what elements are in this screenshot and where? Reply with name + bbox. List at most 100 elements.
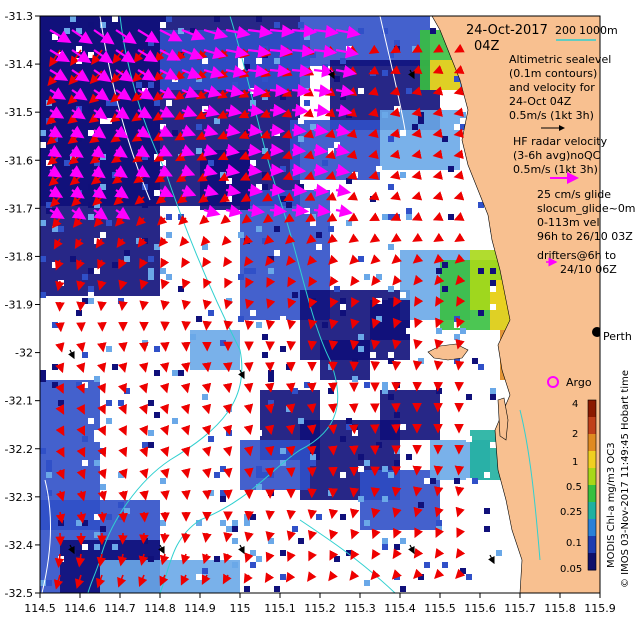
altimetry-arrow bbox=[414, 527, 424, 539]
colorbar-tick-2: 2 bbox=[572, 429, 578, 440]
altimetry-arrow bbox=[282, 150, 293, 160]
colorbar-tick-1: 1 bbox=[572, 457, 578, 468]
chl-pixel bbox=[238, 232, 244, 238]
altimetry-arrow bbox=[217, 130, 229, 140]
altimetry-arrow bbox=[76, 322, 86, 332]
chl-pixel bbox=[382, 544, 388, 550]
hf-radar-arrow bbox=[291, 64, 314, 78]
altimetry-arrow bbox=[222, 362, 233, 373]
chl-pixel bbox=[88, 292, 94, 298]
chl-pixel bbox=[82, 298, 88, 304]
chl-pixel bbox=[94, 352, 100, 358]
chl-pixel bbox=[196, 316, 202, 322]
altimetry-arrow bbox=[181, 446, 191, 457]
chl-pixel bbox=[256, 430, 262, 436]
chl-pixel bbox=[40, 220, 46, 226]
chl-pixel bbox=[88, 130, 94, 136]
hf-radar-arrow bbox=[203, 26, 229, 40]
altimetry-arrow bbox=[369, 233, 381, 243]
chl-pixel bbox=[292, 526, 298, 532]
altimetry-arrow bbox=[264, 445, 275, 457]
x-tick-label: 115.6 bbox=[464, 602, 496, 615]
altimetry-arrow bbox=[55, 280, 65, 292]
chl-pixel bbox=[82, 274, 88, 280]
chl-pixel bbox=[352, 376, 358, 382]
hf-radar-arrow bbox=[159, 67, 179, 80]
chl-pixel bbox=[388, 358, 394, 364]
colorbar-title: MODIS Chl-a mg/m3 OC3 bbox=[606, 442, 617, 568]
hf-radar-arrow bbox=[47, 144, 63, 158]
altimetry-arrow bbox=[222, 446, 233, 457]
hf-radar-arrow bbox=[291, 24, 318, 38]
chl-pixel bbox=[448, 214, 454, 220]
colorbar-segment bbox=[588, 485, 596, 503]
chl-pixel bbox=[232, 520, 238, 526]
altimetry-arrow bbox=[118, 341, 128, 353]
chl-pixel bbox=[88, 202, 94, 208]
hf-radar-arrow bbox=[291, 83, 311, 98]
altimetry-arrow bbox=[95, 237, 106, 249]
altimetry-arrow bbox=[327, 233, 338, 244]
altimetry-arrow bbox=[198, 193, 209, 203]
y-tick-label: -32.3 bbox=[5, 491, 33, 504]
chl-pixel bbox=[160, 22, 166, 28]
chl-pixel bbox=[154, 370, 160, 376]
altimetry-arrow bbox=[243, 445, 254, 457]
altimetry-arrow bbox=[97, 342, 107, 353]
chl-pixel bbox=[40, 142, 46, 148]
altimetry-arrow bbox=[350, 549, 360, 561]
hf-radar-arrow bbox=[91, 125, 107, 139]
altimetry-arrow bbox=[224, 277, 233, 289]
altimetry-arrow bbox=[97, 446, 107, 458]
altimetry-arrow bbox=[53, 238, 63, 250]
chl-pixel bbox=[190, 334, 196, 340]
chl-pixel bbox=[40, 376, 46, 382]
altimetry-arrow bbox=[412, 43, 423, 53]
altimetry-arrow bbox=[391, 486, 402, 497]
chl-pixel bbox=[214, 16, 220, 22]
hf-radar-arrow bbox=[203, 104, 221, 118]
chl-pixel bbox=[112, 364, 118, 370]
altimetry-arrow bbox=[453, 191, 465, 201]
chl-pixel bbox=[472, 358, 478, 364]
chl-pixel bbox=[238, 316, 244, 322]
chl-pixel bbox=[388, 184, 394, 190]
altimetry-arrow bbox=[97, 280, 107, 291]
chl-pixel bbox=[364, 274, 370, 280]
altimetry-arrow bbox=[180, 553, 191, 565]
chl-patch bbox=[160, 30, 310, 90]
altimetry-arrow bbox=[389, 107, 401, 117]
chl-pixel bbox=[238, 64, 244, 70]
altimetry-arrow bbox=[414, 296, 424, 307]
hf-radar-arrow bbox=[93, 106, 108, 120]
hf-radar-arrow bbox=[93, 49, 114, 64]
altimetry-arrow bbox=[455, 338, 465, 350]
hf-radar-arrow bbox=[335, 104, 353, 118]
chl-pixel bbox=[256, 466, 262, 472]
chl-pixel bbox=[148, 274, 154, 280]
hf-radar-arrow bbox=[71, 106, 86, 120]
chl-pixel bbox=[382, 112, 388, 118]
altimetry-arrow bbox=[453, 65, 465, 74]
altimetry-arrow bbox=[55, 342, 65, 353]
altimetry-arrow bbox=[370, 254, 381, 265]
chl-pixel bbox=[166, 100, 172, 106]
chl-pixel bbox=[118, 400, 124, 406]
colorbar bbox=[588, 400, 596, 571]
chl-pixel bbox=[484, 508, 490, 514]
legend-hf-line3: 0.5m/s (1kt 3h) bbox=[513, 163, 598, 176]
chl-pixel bbox=[256, 184, 262, 190]
chl-pixel bbox=[388, 52, 394, 58]
altimetry-arrow bbox=[411, 191, 423, 201]
chl-pixel bbox=[382, 466, 388, 472]
altimetry-arrow bbox=[368, 86, 379, 96]
chl-pixel bbox=[394, 448, 400, 454]
chl-pixel bbox=[196, 520, 202, 526]
altimetry-arrow bbox=[245, 277, 255, 289]
altimetry-arrow bbox=[76, 511, 87, 524]
chl-pixel bbox=[418, 232, 424, 238]
chl-pixel bbox=[268, 376, 274, 382]
chl-pixel bbox=[328, 148, 334, 154]
altimetry-arrow bbox=[283, 192, 295, 202]
colorbar-tick-4: 4 bbox=[572, 399, 578, 410]
